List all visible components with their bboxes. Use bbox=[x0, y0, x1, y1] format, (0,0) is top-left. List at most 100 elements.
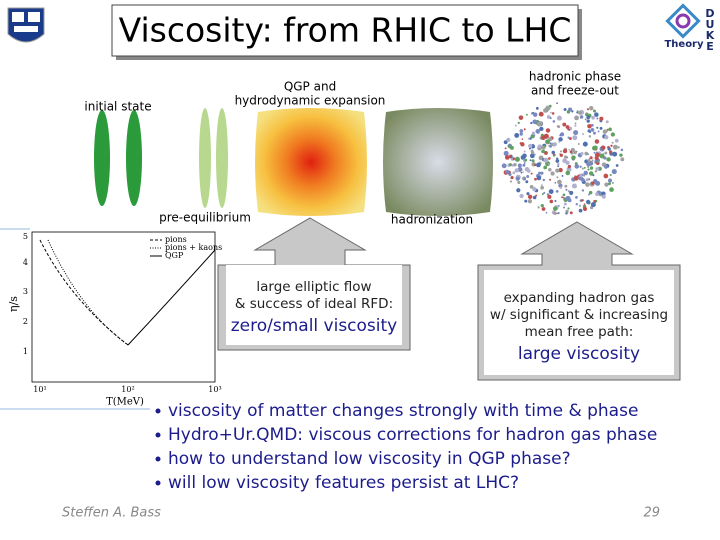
stage-label: hydrodynamic expansion bbox=[235, 94, 386, 108]
hadron-dot bbox=[555, 159, 560, 163]
hadron-dot bbox=[528, 143, 533, 149]
hadron-dot bbox=[575, 196, 578, 199]
hadron-dot bbox=[552, 154, 556, 157]
hadron-dot bbox=[608, 127, 612, 132]
hadron-dot bbox=[582, 206, 588, 212]
hadron-dot bbox=[609, 150, 613, 154]
hadron-dot bbox=[610, 144, 613, 147]
callout-text: expanding hadron gas bbox=[504, 290, 655, 306]
hadron-dot bbox=[568, 148, 571, 151]
hadron-dot bbox=[525, 180, 529, 184]
hadron-dot bbox=[569, 211, 573, 215]
hadron-dot bbox=[510, 175, 514, 180]
hadron-dot bbox=[584, 151, 589, 156]
hadron-dot bbox=[587, 165, 590, 169]
hadron-dot bbox=[533, 163, 537, 167]
hadron-dot bbox=[585, 178, 589, 182]
hadron-dot bbox=[562, 193, 566, 197]
hadron-dot bbox=[517, 163, 522, 168]
hadron-dot bbox=[587, 193, 590, 196]
hadron-dot bbox=[586, 119, 590, 123]
hadron-dot bbox=[604, 182, 609, 187]
hadron-dot bbox=[504, 155, 510, 160]
hadron-dot bbox=[604, 151, 608, 155]
theory-logo: Theory bbox=[664, 3, 704, 50]
hadron-dot bbox=[583, 166, 586, 169]
hadron-dot bbox=[564, 184, 568, 188]
hadron-dot bbox=[506, 137, 511, 142]
hadron-dot bbox=[532, 187, 537, 192]
hadron-dot bbox=[540, 184, 543, 187]
stage-label: QGP and bbox=[284, 80, 336, 94]
hadron-dot bbox=[515, 176, 520, 181]
initial-state-image bbox=[94, 110, 142, 206]
hadron-dot bbox=[557, 165, 560, 168]
hadron-dot bbox=[554, 181, 557, 184]
hadron-dot bbox=[531, 112, 534, 115]
hadron-dot bbox=[529, 185, 534, 189]
hadron-dot bbox=[563, 202, 567, 206]
hadron-dot bbox=[513, 163, 517, 167]
hadron-dot bbox=[610, 132, 616, 137]
hadron-dot bbox=[555, 190, 559, 193]
hadron-dot bbox=[518, 115, 524, 120]
hadron-dot bbox=[533, 112, 538, 117]
hadron-dot bbox=[514, 168, 520, 173]
hadron-dot bbox=[612, 144, 618, 150]
hadron-dot bbox=[509, 180, 513, 183]
hadron-dot bbox=[539, 121, 543, 126]
hadron-dot bbox=[547, 163, 550, 166]
hadron-dot bbox=[564, 155, 568, 159]
hadron-dot bbox=[587, 123, 592, 129]
bullet-dot bbox=[155, 432, 161, 438]
hadron-dot bbox=[517, 121, 520, 124]
hadron-dot bbox=[519, 132, 523, 136]
hadron-dot bbox=[536, 162, 541, 168]
callout-emphasis: zero/small viscosity bbox=[231, 316, 398, 336]
hadron-dot bbox=[509, 154, 512, 158]
hadron-dot bbox=[594, 156, 599, 161]
hadron-dot bbox=[540, 203, 544, 208]
hadron-dot bbox=[571, 110, 574, 113]
hadron-dot bbox=[537, 144, 542, 149]
hadronization-image bbox=[383, 108, 493, 216]
callout-text: mean free path: bbox=[525, 324, 634, 340]
x-tick-label: 10² bbox=[121, 385, 134, 394]
hadron-dot bbox=[548, 157, 551, 160]
hadron-dot bbox=[565, 125, 570, 129]
callout-box bbox=[484, 270, 674, 375]
hadron-dot bbox=[548, 167, 552, 172]
hadron-dot bbox=[596, 161, 599, 164]
x-tick-label: 10¹ bbox=[33, 385, 46, 394]
x-axis-label: T(MeV) bbox=[106, 397, 144, 408]
hadron-dot bbox=[556, 157, 559, 160]
hadron-dot bbox=[581, 189, 585, 192]
bullet-dot bbox=[155, 456, 161, 462]
hadron-dot bbox=[578, 176, 582, 181]
hadron-dot bbox=[591, 123, 594, 127]
hadron-dot bbox=[553, 211, 557, 215]
hadron-dot bbox=[580, 199, 584, 202]
hadron-dot bbox=[550, 171, 555, 176]
hadron-dot bbox=[620, 148, 624, 152]
hadron-dot bbox=[608, 182, 611, 186]
y-axis-label: η/s bbox=[7, 296, 20, 312]
hadron-dot bbox=[604, 165, 608, 169]
hadron-dot bbox=[537, 206, 540, 209]
hadron-dot bbox=[545, 128, 551, 133]
hadron-dot bbox=[562, 122, 567, 127]
hadron-dot bbox=[580, 177, 585, 183]
hadron-dot bbox=[508, 144, 511, 148]
hadron-dot bbox=[559, 150, 562, 153]
logo-letter: E bbox=[706, 40, 714, 53]
bullet-dot bbox=[155, 480, 161, 486]
y-tick-label: 3 bbox=[23, 287, 28, 296]
hadron-dot bbox=[575, 202, 578, 206]
hadron-dot bbox=[557, 211, 560, 215]
hadron-dot bbox=[548, 189, 554, 195]
hadron-dot bbox=[522, 171, 524, 174]
hadron-dot bbox=[517, 180, 521, 185]
hadron-dot bbox=[595, 180, 601, 186]
hadron-dot bbox=[512, 157, 516, 161]
hadron-dot bbox=[609, 174, 612, 177]
